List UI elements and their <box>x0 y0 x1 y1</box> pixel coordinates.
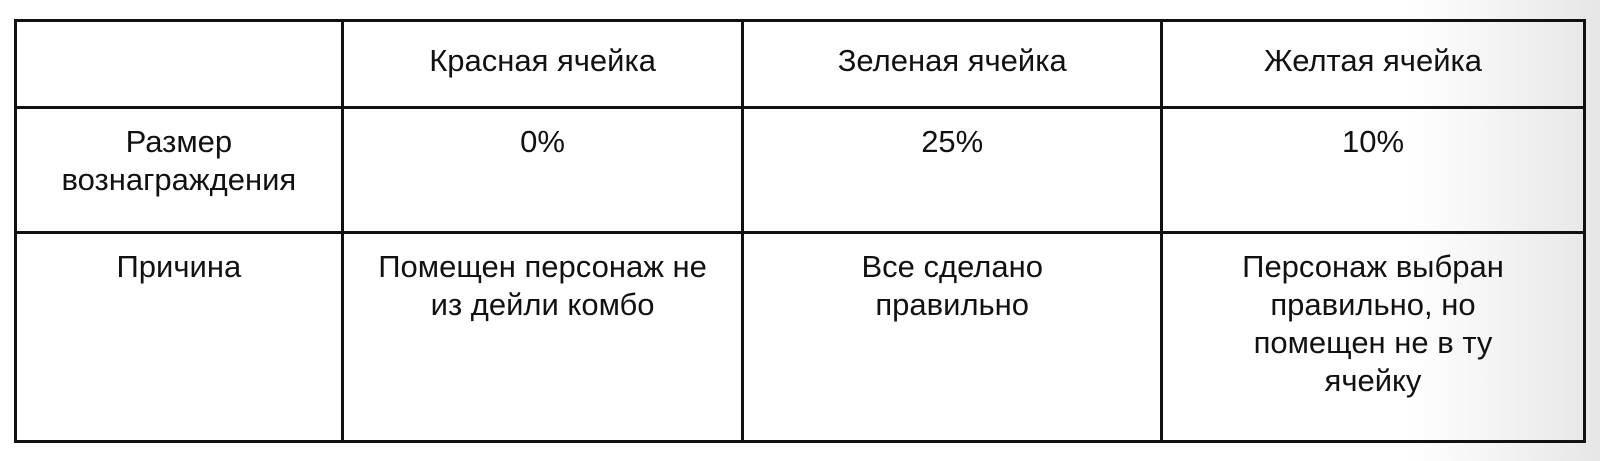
table-cell: Все сделано правильно <box>741 231 1163 443</box>
header-red-cell: Красная ячейка <box>340 19 745 109</box>
table-cell: 25% <box>741 106 1163 234</box>
reward-table: Красная ячейка Зеленая ячейка Желтая яче… <box>14 19 1587 443</box>
table-cell: 0% <box>340 106 745 234</box>
header-row: Красная ячейка Зеленая ячейка Желтая яче… <box>14 19 1587 109</box>
table-row: Размер вознаграждения 0% 25% 10% <box>14 106 1587 234</box>
table-cell: Помещен персонаж не из дейли комбо <box>340 231 745 443</box>
table-cell: Персонаж выбран правильно, но помещен не… <box>1159 231 1587 443</box>
header-empty <box>14 19 344 109</box>
header-yellow-cell: Желтая ячейка <box>1159 19 1587 109</box>
table-row: Причина Помещен персонаж не из дейли ком… <box>14 231 1587 443</box>
row-label: Размер вознаграждения <box>14 106 344 234</box>
table-cell: 10% <box>1159 106 1587 234</box>
row-label: Причина <box>14 231 344 443</box>
header-green-cell: Зеленая ячейка <box>741 19 1163 109</box>
